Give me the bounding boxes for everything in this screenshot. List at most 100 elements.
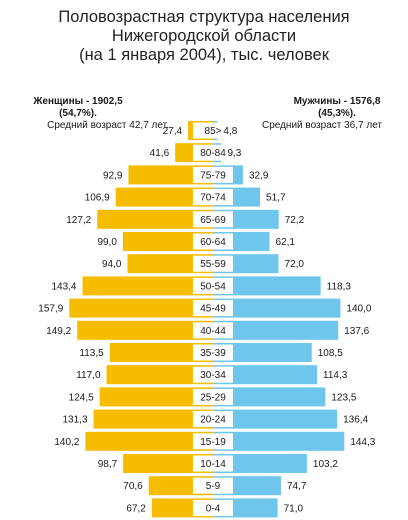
legend-men-avg-age: Средний возраст 36,7 лет bbox=[261, 120, 383, 131]
age-label-80-84: 80-84 bbox=[200, 148, 226, 159]
age-label-box-10-14 bbox=[193, 455, 233, 472]
bar-women-75-79 bbox=[128, 165, 213, 185]
value-label-women-30-34: 117,0 bbox=[76, 370, 101, 381]
age-label-50-54: 50-54 bbox=[200, 281, 226, 292]
age-label-25-29: 25-29 bbox=[200, 392, 226, 403]
value-label-men-15-19: 144,3 bbox=[350, 437, 375, 448]
age-label-box-5-9 bbox=[193, 477, 233, 494]
bar-women-40-44 bbox=[77, 320, 213, 340]
value-label-men-25-29: 123,5 bbox=[331, 392, 356, 403]
value-label-men-20-24: 136,4 bbox=[343, 415, 368, 426]
legend-women-avg-age: Средний возраст 42,7 лет. bbox=[47, 120, 169, 131]
value-label-women-55-59: 94,0 bbox=[102, 259, 122, 270]
value-label-women-85>: 27,4 bbox=[163, 126, 183, 137]
value-label-men-70-74: 51,7 bbox=[266, 193, 286, 204]
bar-men-50-54 bbox=[213, 276, 321, 296]
age-label-5-9: 5-9 bbox=[206, 481, 221, 492]
value-label-women-75-79: 92,9 bbox=[103, 170, 123, 181]
age-label-box-75-79 bbox=[193, 166, 233, 183]
age-label-box-15-19 bbox=[193, 433, 233, 450]
bar-men-45-49 bbox=[213, 298, 341, 318]
bar-women-65-69 bbox=[97, 209, 213, 229]
chart-title: Половозрастная структура населения Нижег… bbox=[0, 8, 408, 65]
value-label-men-80-84: 9,3 bbox=[227, 148, 241, 159]
value-label-women-45-49: 157,9 bbox=[38, 304, 63, 315]
bar-women-20-24 bbox=[93, 409, 213, 429]
value-label-men-85>: 4,8 bbox=[223, 126, 237, 137]
bar-women-30-34 bbox=[106, 365, 213, 385]
value-label-women-25-29: 124,5 bbox=[69, 392, 94, 403]
value-label-women-10-14: 98,7 bbox=[98, 459, 118, 470]
age-label-75-79: 75-79 bbox=[200, 170, 226, 181]
value-label-men-30-34: 114,3 bbox=[323, 370, 348, 381]
age-label-box-20-24 bbox=[193, 411, 233, 428]
value-label-men-40-44: 137,6 bbox=[344, 326, 369, 337]
age-label-55-59: 55-59 bbox=[200, 259, 226, 270]
bar-women-70-74 bbox=[115, 187, 213, 207]
age-label-35-39: 35-39 bbox=[200, 348, 226, 359]
bar-men-10-14 bbox=[213, 454, 307, 473]
chart-title-line-1: Половозрастная структура населения bbox=[58, 8, 350, 26]
age-label-box-45-49 bbox=[193, 300, 233, 317]
age-label-40-44: 40-44 bbox=[200, 326, 226, 337]
legend-women: Женщины - 1902,5 (54,7%). Средний возрас… bbox=[8, 96, 208, 132]
value-label-men-5-9: 74,7 bbox=[287, 481, 307, 492]
bar-women-45-49 bbox=[69, 298, 213, 318]
age-label-65-69: 65-69 bbox=[200, 215, 226, 226]
bar-women-25-29 bbox=[99, 387, 213, 407]
bar-women-60-64 bbox=[122, 232, 213, 251]
age-label-box-0-4 bbox=[193, 499, 233, 516]
age-label-box-85> bbox=[193, 122, 233, 139]
bar-men-15-19 bbox=[213, 431, 345, 451]
age-label-box-25-29 bbox=[193, 388, 233, 405]
bar-women-15-19 bbox=[85, 431, 213, 451]
value-label-women-60-64: 99,0 bbox=[97, 237, 117, 248]
value-label-men-65-69: 72,2 bbox=[285, 215, 305, 226]
age-label-20-24: 20-24 bbox=[200, 415, 226, 426]
age-label-70-74: 70-74 bbox=[200, 193, 226, 204]
value-label-women-0-4: 67,2 bbox=[126, 503, 146, 514]
bar-men-25-29 bbox=[213, 387, 326, 407]
value-label-women-15-19: 140,2 bbox=[54, 437, 79, 448]
age-label-box-50-54 bbox=[193, 277, 233, 294]
value-label-women-80-84: 41,6 bbox=[150, 148, 170, 159]
legend-men-label: Мужчины - 1576,8 bbox=[293, 96, 381, 107]
bar-women-50-54 bbox=[82, 276, 213, 296]
age-label-box-60-64 bbox=[193, 233, 233, 250]
value-label-women-65-69: 127,2 bbox=[66, 215, 91, 226]
age-label-box-40-44 bbox=[193, 322, 233, 339]
bar-men-35-39 bbox=[213, 343, 312, 362]
bar-men-40-44 bbox=[213, 320, 339, 340]
legend-men-share: (45,3%). bbox=[318, 108, 356, 119]
value-label-men-10-14: 103,2 bbox=[313, 459, 338, 470]
age-label-10-14: 10-14 bbox=[200, 459, 226, 470]
value-label-women-40-44: 149,2 bbox=[46, 326, 71, 337]
value-label-women-20-24: 131,3 bbox=[62, 415, 87, 426]
age-label-30-34: 30-34 bbox=[200, 370, 226, 381]
age-label-box-70-74 bbox=[193, 189, 233, 206]
value-label-men-55-59: 72,0 bbox=[285, 259, 305, 270]
age-label-85>: 85> bbox=[205, 126, 222, 137]
chart-title-line-2: Нижегородской области bbox=[111, 27, 297, 45]
age-label-45-49: 45-49 bbox=[200, 304, 226, 315]
bar-men-20-24 bbox=[213, 409, 338, 429]
value-label-women-50-54: 143,4 bbox=[51, 281, 76, 292]
value-label-women-70-74: 106,9 bbox=[85, 193, 110, 204]
bar-women-10-14 bbox=[123, 454, 213, 473]
chart-title-line-3: (на 1 января 2004), тыс. человек bbox=[79, 46, 329, 64]
value-label-men-35-39: 108,5 bbox=[318, 348, 343, 359]
bar-women-55-59 bbox=[127, 254, 213, 274]
age-label-0-4: 0-4 bbox=[206, 503, 221, 514]
value-label-women-35-39: 113,5 bbox=[79, 348, 104, 359]
age-label-60-64: 60-64 bbox=[200, 237, 226, 248]
age-label-box-30-34 bbox=[193, 366, 233, 383]
legend-women-share: (54,7%). bbox=[59, 108, 97, 119]
value-label-men-75-79: 32,9 bbox=[249, 170, 269, 181]
legend-men: Мужчины - 1576,8 (45,3%). Средний возрас… bbox=[236, 96, 408, 132]
value-label-men-60-64: 62,1 bbox=[276, 237, 296, 248]
age-label-box-80-84 bbox=[193, 144, 233, 161]
bar-women-35-39 bbox=[109, 343, 213, 362]
age-label-box-55-59 bbox=[193, 255, 233, 272]
bar-men-30-34 bbox=[213, 365, 318, 385]
